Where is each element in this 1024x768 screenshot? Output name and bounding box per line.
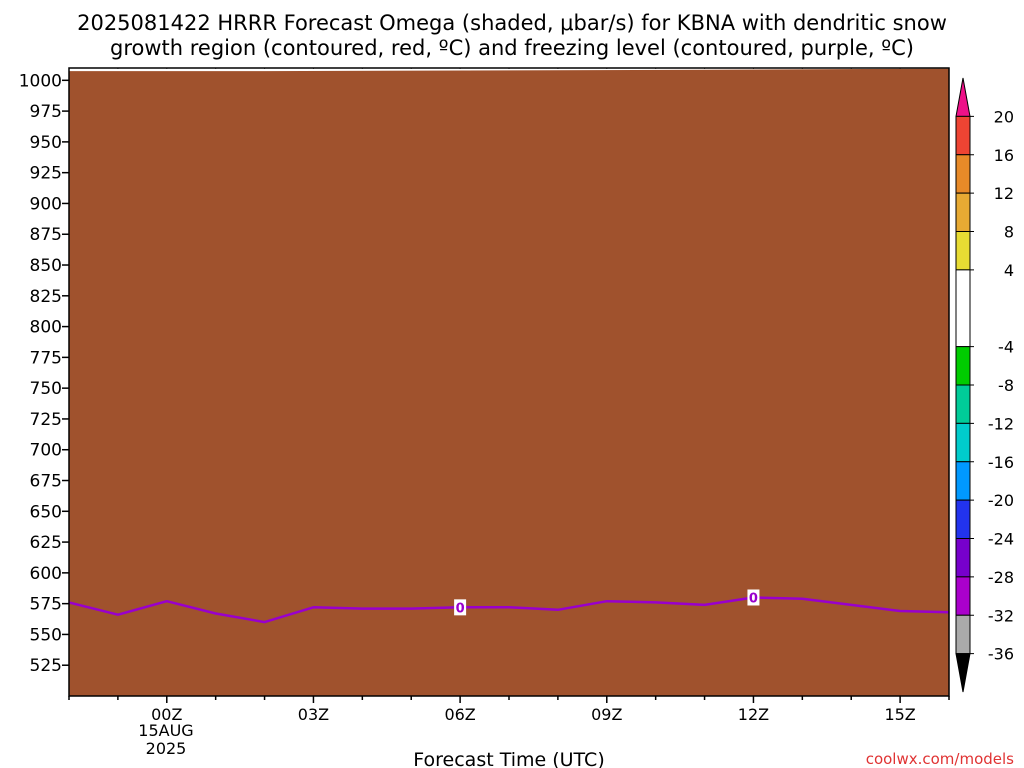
colorbar-bin [955,346,971,386]
colorbar-bin [955,422,971,463]
colorbar-label: -16 [988,453,1014,472]
colorbar-label: 4 [1004,261,1014,280]
y-tick-label: 850 [30,256,62,276]
colorbar-bin [955,269,971,348]
x-tick-label: 06Z [444,705,475,724]
colorbar-bin [955,576,971,616]
freezing-level-line [69,596,949,624]
y-tick-label: 900 [30,194,62,214]
y-tick-label: 950 [30,133,62,153]
y-tick-label: 575 [30,595,62,615]
colorbar-label: 8 [1004,223,1014,242]
colorbar: 20 16 12 8 4 -4 -8 -12 -16 -20 -24 -28 -32 -36 [955,77,1014,693]
source-credit: coolwx.com/models [866,750,1014,768]
colorbar-bin [955,614,971,655]
y-tick-label: 825 [30,287,62,307]
colorbar-label: 12 [994,184,1014,203]
freezing-level: 00 [69,589,949,624]
colorbar-label: -24 [988,530,1014,549]
x-tick-label: 09Z [591,705,622,724]
chart-title-line1: 2025081422 HRRR Forecast Omega (shaded, … [77,11,947,35]
colorbar-bin [955,231,971,271]
colorbar-bin [955,461,971,501]
colorbar-bin [955,384,971,424]
freezing-label-bg [454,599,467,616]
y-tick-label: 875 [30,225,62,245]
colorbar-bin [955,154,971,194]
y-tick-label: 750 [30,379,62,399]
colorbar-bottom-arrow [955,653,971,693]
plot-area: 00 [69,68,949,696]
colorbar-label: -28 [988,568,1014,587]
colorbar-label: 16 [994,146,1014,165]
freezing-level-label: 0 [456,601,465,616]
y-tick-label: 800 [30,318,62,338]
x-tick-date-day: 15AUG [138,721,193,740]
colorbar-bin [955,499,971,539]
y-tick-label: 1000 [19,71,62,91]
y-tick-label: 525 [30,656,62,676]
ground-band [69,68,949,696]
x-tick-label: 00Z [151,705,182,724]
colorbar-label: -36 [988,645,1014,664]
colorbar-label: -20 [988,491,1014,510]
colorbar-bin [955,115,971,156]
x-tick-label: 03Z [298,705,329,724]
colorbar-bin [955,538,971,578]
y-axis: 525 550 575 600 625 650 675 700 725 750 775 800 825 8… [19,71,69,676]
x-tick-date-year: 2025 [146,739,187,758]
y-tick-label: 675 [30,472,62,492]
y-tick-label: 650 [30,502,62,522]
colorbar-top-arrow [955,77,971,117]
chart-title-line2: growth region (contoured, red, ºC) and f… [110,36,914,60]
freezing-level-label: 0 [749,591,758,606]
x-axis: 00Z 03Z 06Z 09Z 12Z 15Z [68,696,950,724]
colorbar-label: 20 [994,107,1014,126]
colorbar-label: -12 [988,414,1014,433]
x-axis-title: Forecast Time (UTC) [413,749,604,768]
y-tick-label: 550 [30,625,62,645]
x-tick-label: 12Z [738,705,769,724]
y-tick-label: 775 [30,348,62,368]
colorbar-label: -4 [998,338,1014,357]
y-tick-label: 625 [30,533,62,553]
y-tick-label: 700 [30,441,62,461]
freezing-label-bg [747,589,760,606]
ground-surface [69,68,949,696]
colorbar-label: -8 [998,376,1014,395]
y-tick-label: 925 [30,164,62,184]
colorbar-bin [955,192,971,232]
x-tick-label: 15Z [884,705,915,724]
y-tick-label: 725 [30,410,62,430]
colorbar-label: -32 [988,606,1014,625]
y-tick-label: 600 [30,564,62,584]
y-tick-label: 975 [30,102,62,122]
